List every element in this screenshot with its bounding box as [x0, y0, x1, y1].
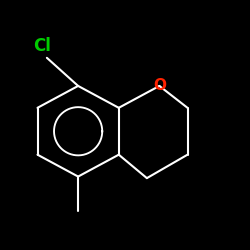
- Text: Cl: Cl: [33, 37, 51, 55]
- Text: O: O: [153, 78, 166, 94]
